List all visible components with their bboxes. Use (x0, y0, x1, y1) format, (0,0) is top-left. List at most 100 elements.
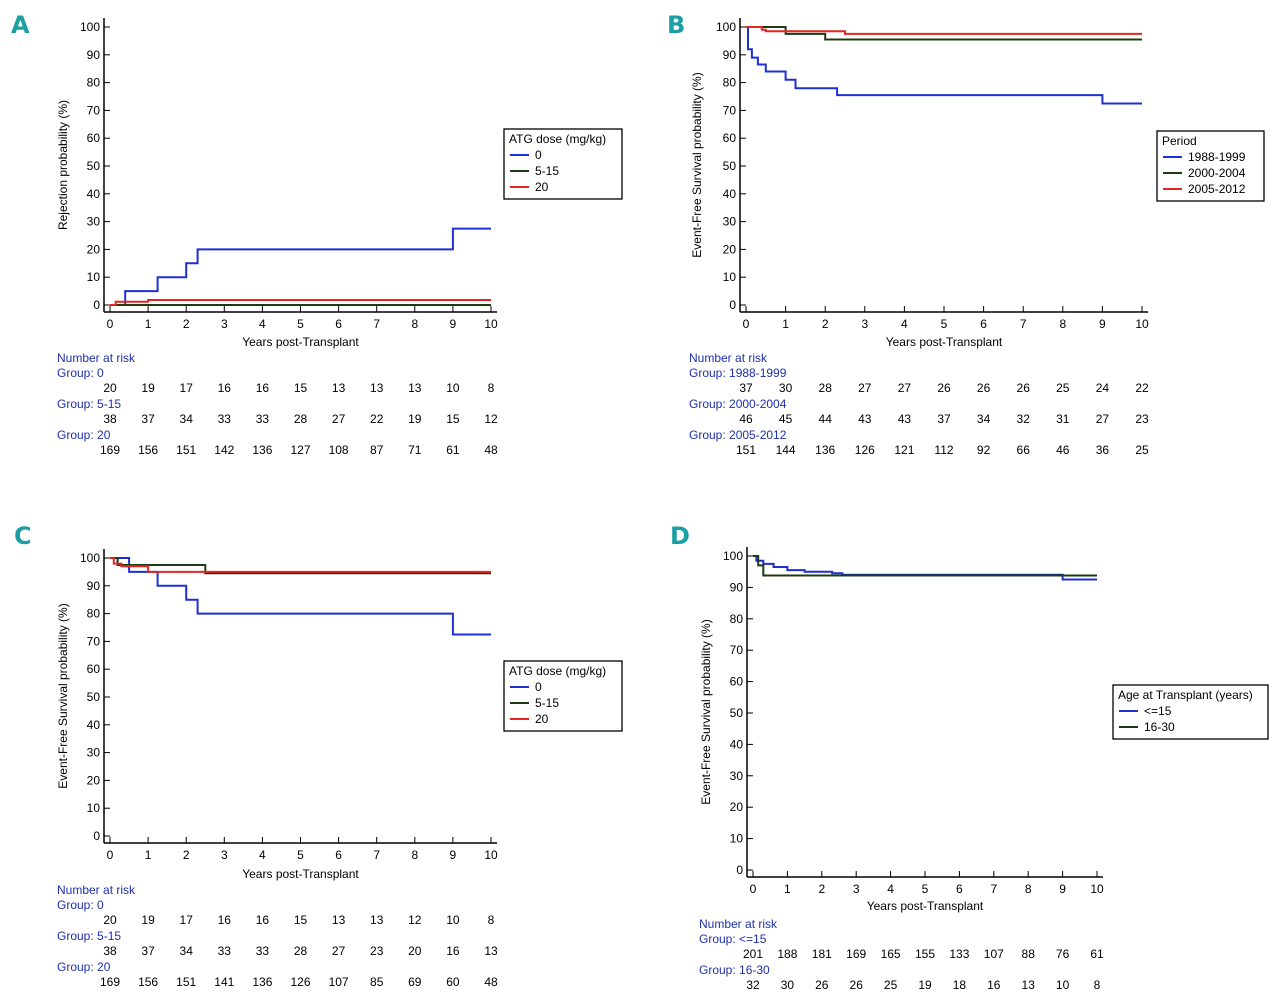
risk-group-label: Group: 1988-1999 (689, 366, 787, 380)
risk-value: 20 (103, 381, 117, 395)
y-tick-label: 60 (87, 662, 101, 676)
risk-value: 87 (370, 443, 384, 457)
series-line-0 (110, 557, 491, 636)
y-tick-label: 80 (87, 607, 101, 621)
x-tick-label: 6 (956, 882, 963, 896)
legend-entry: 2000-2004 (1188, 166, 1246, 180)
risk-value: 46 (1056, 443, 1070, 457)
risk-value: 181 (812, 947, 832, 961)
legend-entry: 2005-2012 (1188, 182, 1246, 196)
x-tick-label: 4 (259, 848, 266, 862)
y-tick-label: 100 (80, 20, 100, 34)
risk-value: 108 (329, 443, 349, 457)
risk-value: 43 (898, 412, 912, 426)
risk-value: 34 (180, 412, 194, 426)
risk-value: 12 (484, 412, 498, 426)
risk-value: 33 (256, 412, 270, 426)
risk-value: 88 (1022, 947, 1036, 961)
risk-value: 48 (484, 975, 498, 989)
risk-value: 8 (488, 913, 495, 927)
y-tick-label: 100 (80, 551, 100, 565)
risk-value: 127 (290, 443, 310, 457)
y-tick-label: 90 (723, 48, 737, 62)
x-tick-label: 3 (853, 882, 860, 896)
risk-value: 48 (484, 443, 498, 457)
risk-value: 32 (1017, 412, 1031, 426)
risk-value: 76 (1056, 947, 1070, 961)
risk-value: 27 (858, 381, 872, 395)
risk-value: 27 (332, 944, 346, 958)
risk-value: 16 (446, 944, 460, 958)
risk-value: 25 (884, 978, 898, 992)
risk-value: 8 (488, 381, 495, 395)
x-tick-label: 8 (411, 848, 418, 862)
x-tick-label: 5 (297, 848, 304, 862)
risk-value: 31 (1056, 412, 1070, 426)
x-tick-label: 2 (818, 882, 825, 896)
risk-value: 15 (294, 381, 308, 395)
risk-value: 16 (256, 381, 270, 395)
y-tick-label: 30 (87, 215, 101, 229)
risk-group-label: Group: 5-15 (57, 929, 121, 943)
risk-value: 10 (1056, 978, 1070, 992)
risk-value: 155 (915, 947, 935, 961)
y-tick-label: 10 (87, 801, 101, 815)
legend-box (503, 660, 623, 732)
risk-value: 169 (100, 975, 120, 989)
risk-value: 136 (252, 443, 272, 457)
risk-value: 133 (949, 947, 969, 961)
y-tick-label: 100 (723, 549, 743, 563)
y-tick-label: 10 (730, 832, 744, 846)
y-tick-label: 10 (723, 270, 737, 284)
y-tick-label: 30 (87, 746, 101, 760)
panel-letter: D (670, 522, 690, 550)
y-tick-label: 80 (723, 76, 737, 90)
y-tick-label: 50 (87, 690, 101, 704)
series-line-2005-2012 (746, 26, 1142, 35)
y-tick-label: 100 (716, 20, 736, 34)
risk-value: 38 (103, 412, 117, 426)
x-tick-label: 0 (107, 848, 114, 862)
y-axis-label: Event-Free Survival probability (%) (699, 619, 713, 804)
y-tick-label: 40 (87, 187, 101, 201)
risk-value: 45 (779, 412, 793, 426)
risk-value: 144 (776, 443, 796, 457)
risk-value: 13 (484, 944, 498, 958)
risk-value: 169 (100, 443, 120, 457)
risk-value: 13 (1022, 978, 1036, 992)
risk-value: 44 (819, 412, 833, 426)
risk-value: 37 (739, 381, 753, 395)
risk-value: 121 (894, 443, 914, 457)
y-tick-label: 70 (730, 643, 744, 657)
risk-value: 19 (918, 978, 932, 992)
y-tick-label: 60 (723, 131, 737, 145)
x-tick-label: 0 (107, 317, 114, 331)
risk-value: 33 (218, 944, 232, 958)
panel-letter: B (667, 11, 685, 39)
y-tick-label: 0 (729, 298, 736, 312)
risk-value: 107 (329, 975, 349, 989)
x-axis-label: Years post-Transplant (242, 335, 359, 349)
risk-table-title: Number at risk (57, 883, 136, 897)
risk-value: 20 (103, 913, 117, 927)
x-tick-label: 6 (980, 317, 987, 331)
x-tick-label: 4 (901, 317, 908, 331)
x-tick-label: 8 (1059, 317, 1066, 331)
x-tick-label: 7 (1020, 317, 1027, 331)
risk-value: 28 (819, 381, 833, 395)
x-tick-label: 0 (743, 317, 750, 331)
y-axis-label: Event-Free Survival probability (%) (56, 603, 70, 788)
x-tick-label: 1 (784, 882, 791, 896)
risk-value: 28 (294, 412, 308, 426)
x-tick-label: 0 (750, 882, 757, 896)
risk-value: 22 (1135, 381, 1149, 395)
x-tick-label: 9 (450, 317, 457, 331)
risk-value: 15 (294, 913, 308, 927)
x-tick-label: 7 (990, 882, 997, 896)
risk-value: 22 (370, 412, 384, 426)
legend-title: Age at Transplant (years) (1118, 688, 1253, 702)
chart-panel-d: D 0 10 20 30 40 50 60 70 80 90 100 0 1 2 3 4 5 6 7 8 9 10 Years… (670, 522, 1269, 992)
y-tick-label: 20 (87, 242, 101, 256)
risk-value: 136 (252, 975, 272, 989)
risk-value: 34 (180, 944, 194, 958)
